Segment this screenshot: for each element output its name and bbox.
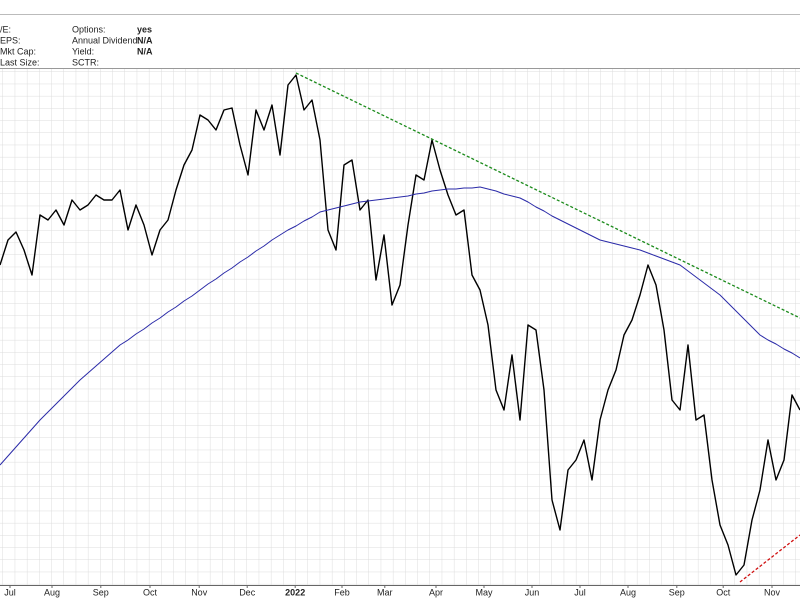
x-tick-label: Nov: [764, 587, 781, 597]
header-field: N/A: [137, 46, 153, 56]
x-tick-label: Sep: [669, 587, 685, 597]
plot-grid: [0, 68, 800, 585]
x-tick-label: Nov: [191, 587, 208, 597]
header-field: Annual Dividend:: [72, 35, 140, 45]
x-tick-label: Jul: [574, 587, 586, 597]
x-tick-label: Dec: [239, 587, 256, 597]
x-tick-label: Oct: [716, 587, 731, 597]
x-tick-label: May: [475, 587, 493, 597]
x-tick-label: Oct: [143, 587, 158, 597]
trendline: [295, 72, 800, 319]
x-tick-label: Sep: [93, 587, 109, 597]
header-field: /E:: [0, 24, 11, 34]
series-line: [0, 74, 800, 576]
x-tick-label: Jun: [525, 587, 540, 597]
header-field: Mkt Cap:: [0, 46, 36, 56]
x-tick-label: Aug: [44, 587, 60, 597]
x-tick-label: Aug: [620, 587, 636, 597]
x-tick-label: Jul: [4, 587, 16, 597]
x-tick-label: Mar: [377, 587, 393, 597]
header-field: Last Size:: [0, 57, 40, 67]
x-tick-label: 2022: [285, 587, 305, 597]
header-field: EPS:: [0, 35, 21, 45]
header-field: Yield:: [72, 46, 94, 56]
x-tick-label: Apr: [429, 587, 443, 597]
header-field: SCTR:: [72, 57, 99, 67]
x-tick-label: Feb: [334, 587, 350, 597]
header-field: Options:: [72, 24, 106, 34]
trendline: [739, 534, 800, 583]
header-field: yes: [137, 24, 152, 34]
series-line: [0, 186, 800, 466]
header-field: N/A: [137, 35, 153, 45]
